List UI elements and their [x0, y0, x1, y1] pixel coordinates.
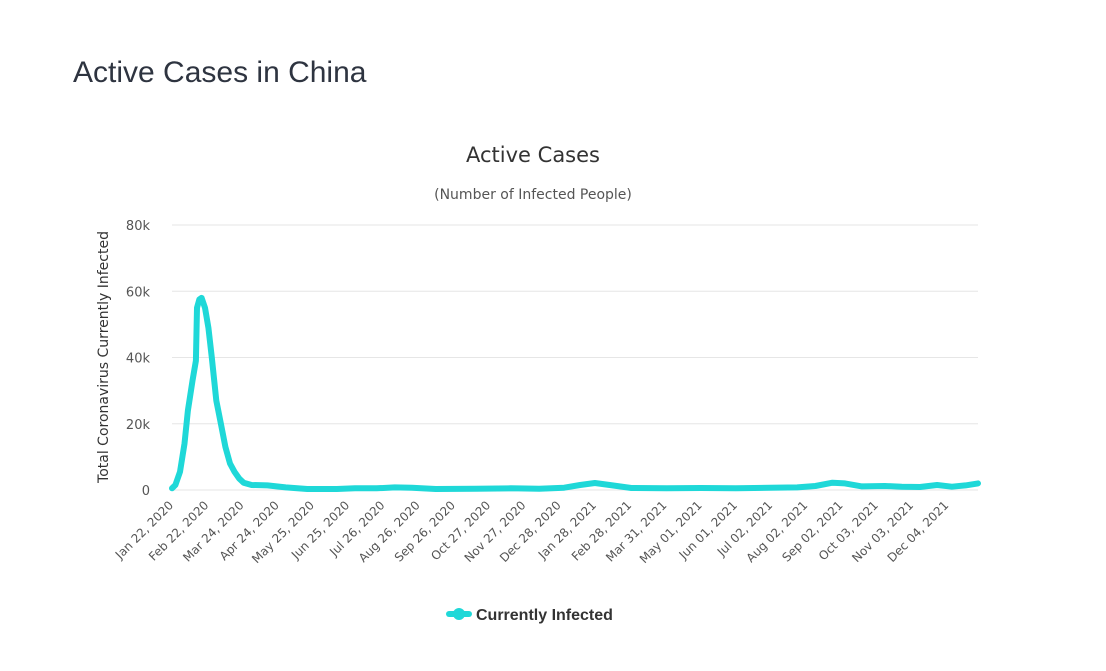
- x-tick-label: Dec 28, 2020: [497, 498, 564, 565]
- y-tick-label: 0: [142, 484, 150, 499]
- y-axis-label: Total Coronavirus Currently Infected: [96, 231, 112, 484]
- page-title: Active Cases in China: [73, 56, 367, 89]
- series-layer: [169, 294, 981, 492]
- legend-label[interactable]: Currently Infected: [476, 607, 613, 624]
- x-tick-label: May 01, 2021: [637, 498, 705, 566]
- x-tick-label: Nov 03, 2021: [849, 498, 916, 565]
- gridlines: [172, 224, 978, 491]
- legend-dot: [453, 608, 465, 620]
- x-tick-label: May 25, 2020: [249, 498, 317, 566]
- legend[interactable]: Currently Infected: [446, 607, 613, 624]
- y-tick-label: 80k: [126, 219, 151, 234]
- y-tick-label: 40k: [126, 352, 151, 367]
- x-tick-label: Aug 02, 2021: [744, 498, 811, 565]
- y-tick-label: 20k: [126, 418, 151, 433]
- x-tick-label: Nov 27, 2020: [462, 498, 529, 565]
- x-tick-label: Dec 04, 2021: [885, 498, 952, 565]
- series-line-currently-infected[interactable]: [169, 294, 981, 492]
- x-tick-label: Aug 26, 2020: [356, 498, 423, 565]
- legend-marker: [446, 608, 472, 620]
- y-tick-label: 60k: [126, 285, 151, 300]
- y-axis-ticks: 0 20k 40k 60k 80k: [126, 219, 151, 499]
- chart-title: Active Cases: [466, 143, 600, 167]
- chart-subtitle: (Number of Infected People): [434, 187, 632, 203]
